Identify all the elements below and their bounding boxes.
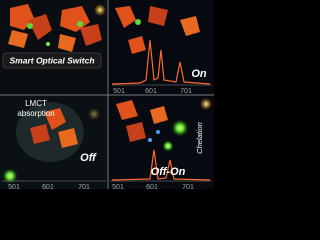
cluster-illustration	[30, 108, 78, 148]
switch-label: Smart Optical Switch	[9, 55, 94, 65]
state-label: Off-On	[151, 166, 186, 178]
note-line: LMCT	[25, 99, 47, 108]
bulb-icon	[200, 98, 212, 110]
graphical-abstract: On 501 601 701 Smart Optical Switch LMCT…	[0, 0, 214, 189]
glow-ball	[2, 168, 18, 184]
axis-label: 701	[78, 184, 90, 189]
axis-label: 601	[145, 88, 157, 95]
bulb-icon	[94, 4, 106, 16]
axis-label: 701	[182, 184, 194, 189]
bulb-icon	[88, 108, 100, 120]
cluster-illustration	[8, 4, 102, 52]
axis-label: 501	[112, 184, 124, 189]
state-label: Off	[80, 152, 97, 164]
switch-box	[2, 52, 102, 69]
process-label: Chelation	[195, 122, 204, 154]
axis-label: 601	[42, 184, 54, 189]
axis-label: 501	[8, 184, 20, 189]
spectrum-illustration	[111, 6, 212, 86]
axis-label: 701	[180, 88, 192, 95]
state-label: On	[191, 68, 207, 80]
cluster-illustration	[111, 100, 211, 181]
note-line: absorption	[17, 109, 54, 118]
axis-label: 501	[113, 88, 125, 95]
absorption-halo	[16, 102, 84, 162]
axis-label: 601	[146, 184, 158, 189]
